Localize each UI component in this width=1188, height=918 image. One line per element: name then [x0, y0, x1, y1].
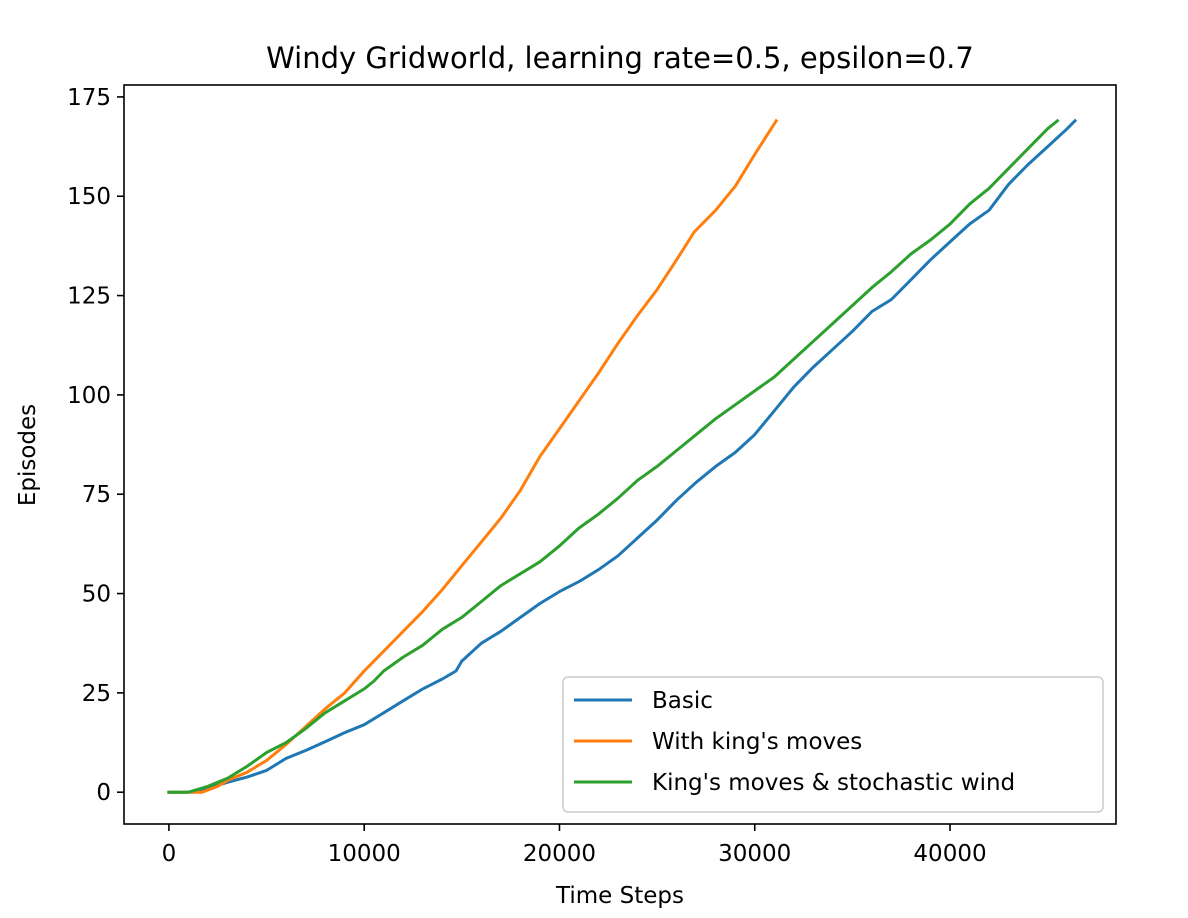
x-tick-label: 40000	[913, 841, 986, 867]
x-tick-label: 30000	[718, 841, 791, 867]
plot-frame	[123, 84, 1117, 825]
series-line-1	[167, 118, 1078, 794]
legend-box	[562, 676, 1104, 813]
series-line-3	[167, 118, 1060, 794]
legend-label-1: Basic	[652, 688, 713, 714]
y-tick-label: 150	[67, 184, 111, 210]
series-line-2	[167, 118, 779, 794]
y-tick-label: 25	[82, 681, 111, 707]
legend: Basic With king's moves King's moves & sto…	[562, 676, 1104, 813]
y-axis: 0 25 50 75 100 125 150 175	[67, 85, 124, 806]
x-axis: 0 10000 20000 30000 40000	[162, 824, 987, 867]
y-axis-label: Episodes	[15, 404, 41, 506]
y-tick-label: 75	[82, 482, 111, 508]
y-tick-label: 100	[67, 383, 111, 409]
x-tick-label: 10000	[328, 841, 401, 867]
chart-title: Windy Gridworld, learning rate=0.5, epsi…	[266, 41, 974, 75]
x-tick-label: 0	[162, 841, 177, 867]
y-tick-label: 50	[82, 582, 111, 608]
legend-label-3: King's moves & stochastic wind	[652, 770, 1015, 796]
y-tick-label: 0	[96, 780, 111, 806]
x-tick-label: 20000	[523, 841, 596, 867]
x-axis-label: Time Steps	[555, 883, 684, 909]
y-tick-label: 175	[67, 85, 111, 111]
plot-area	[167, 118, 1078, 794]
y-tick-label: 125	[67, 284, 111, 310]
legend-label-2: With king's moves	[652, 729, 862, 755]
